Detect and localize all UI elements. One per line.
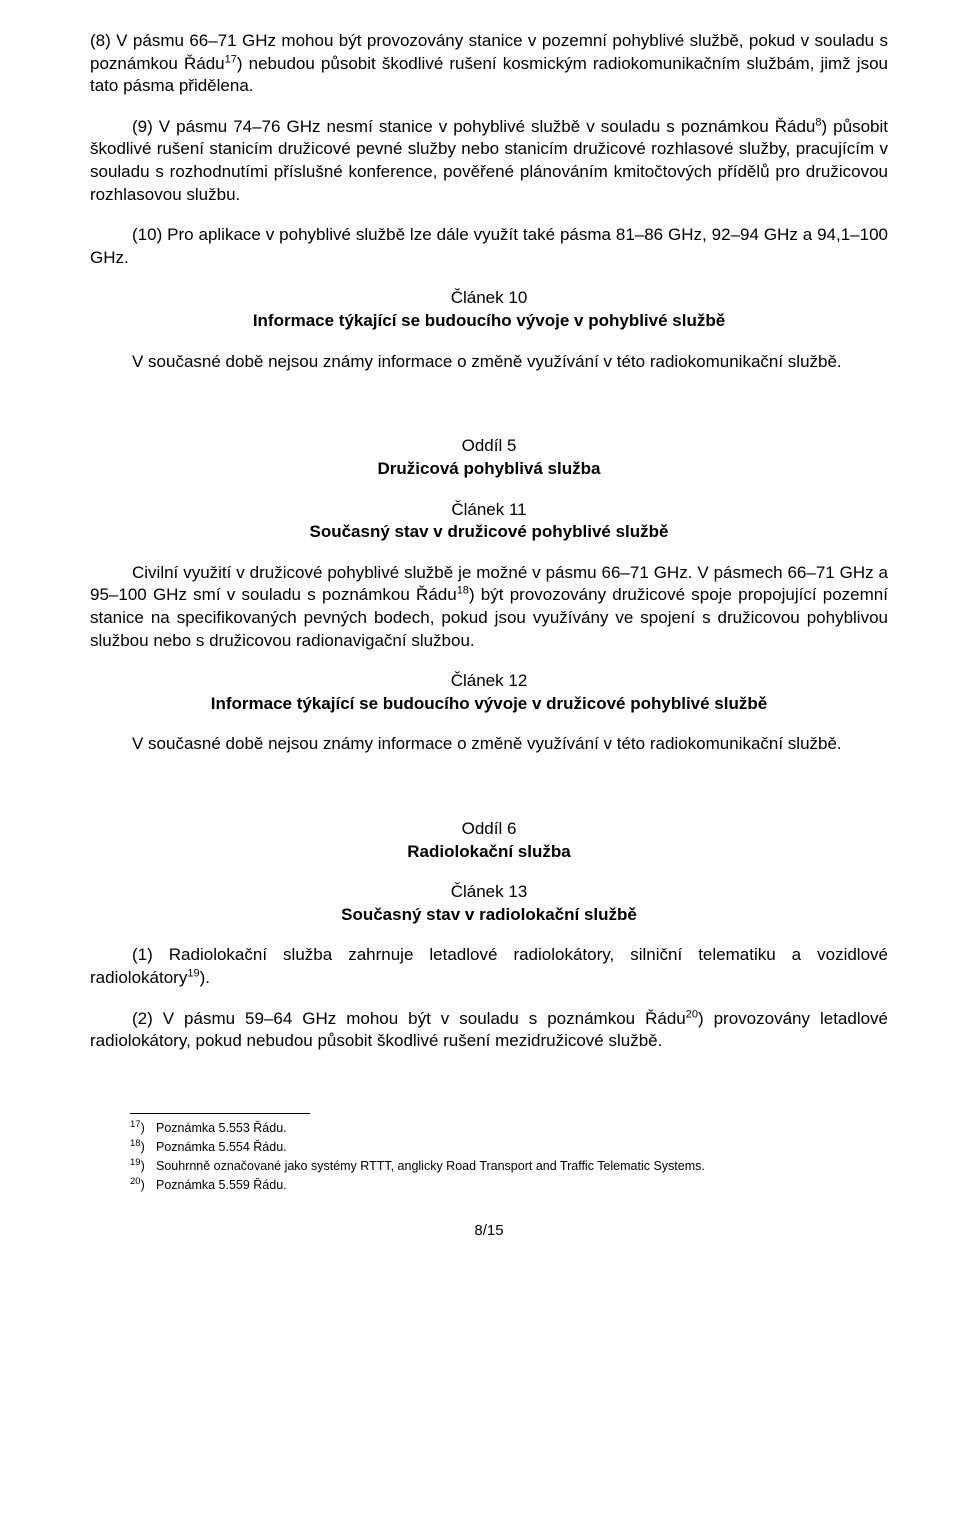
section-5-heading: Oddíl 5 Družicová pohyblivá služba — [90, 435, 888, 480]
article-13-sub: Současný stav v radiolokační službě — [90, 904, 888, 927]
art11-sup: 18 — [457, 585, 469, 597]
page-number: 8/15 — [90, 1221, 888, 1241]
article-13-title: Článek 13 — [90, 881, 888, 904]
footnote-20: 20) Poznámka 5.559 Řádu. — [130, 1177, 888, 1194]
p8-sup: 17 — [225, 53, 237, 65]
section-6-heading: Oddíl 6 Radiolokační služba — [90, 818, 888, 863]
article-10-heading: Článek 10 Informace týkající se budoucíh… — [90, 287, 888, 332]
art13p2-sup: 20 — [686, 1008, 698, 1020]
footnote-19-mark: 19) — [130, 1158, 156, 1175]
section-6-title: Oddíl 6 — [90, 818, 888, 841]
footnote-19: 19) Souhrnně označované jako systémy RTT… — [130, 1158, 888, 1175]
p10-text: (10) Pro aplikace v pohyblivé službě lze… — [90, 225, 888, 267]
section-6-sub: Radiolokační služba — [90, 841, 888, 864]
paragraph-8: (8) V pásmu 66–71 GHz mohou být provozov… — [90, 30, 888, 98]
article-10-title: Článek 10 — [90, 287, 888, 310]
p9-pre: (9) V pásmu 74–76 GHz nesmí stanice v po… — [132, 117, 815, 136]
art13p1-post: ). — [200, 968, 210, 987]
article-11-sub: Současný stav v družicové pohyblivé služ… — [90, 521, 888, 544]
footnote-20-mark: 20) — [130, 1177, 156, 1194]
section-5-sub: Družicová pohyblivá služba — [90, 458, 888, 481]
art12-text: V současné době nejsou známy informace o… — [132, 734, 842, 753]
footnote-17-mark: 17) — [130, 1120, 156, 1137]
section-5-title: Oddíl 5 — [90, 435, 888, 458]
footnote-18: 18) Poznámka 5.554 Řádu. — [130, 1139, 888, 1156]
footnote-19-text: Souhrnně označované jako systémy RTTT, a… — [156, 1158, 705, 1175]
paragraph-10: (10) Pro aplikace v pohyblivé službě lze… — [90, 224, 888, 269]
article-13-heading: Článek 13 Současný stav v radiolokační s… — [90, 881, 888, 926]
article-10-body: V současné době nejsou známy informace o… — [90, 351, 888, 374]
paragraph-9: (9) V pásmu 74–76 GHz nesmí stanice v po… — [90, 116, 888, 206]
article-10-sub: Informace týkající se budoucího vývoje v… — [90, 310, 888, 333]
art10-text: V současné době nejsou známy informace o… — [132, 352, 842, 371]
article-13-p1: (1) Radiolokační služba zahrnuje letadlo… — [90, 944, 888, 989]
footnote-17-text: Poznámka 5.553 Řádu. — [156, 1120, 287, 1137]
footnote-18-text: Poznámka 5.554 Řádu. — [156, 1139, 287, 1156]
article-12-heading: Článek 12 Informace týkající se budoucíh… — [90, 670, 888, 715]
art13p1-sup: 19 — [187, 967, 199, 979]
footnote-17: 17) Poznámka 5.553 Řádu. — [130, 1120, 888, 1137]
article-12-sub: Informace týkající se budoucího vývoje v… — [90, 693, 888, 716]
footnote-separator — [130, 1113, 310, 1114]
article-13-p2: (2) V pásmu 59–64 GHz mohou být v soulad… — [90, 1008, 888, 1053]
article-12-title: Článek 12 — [90, 670, 888, 693]
article-11-heading: Článek 11 Současný stav v družicové pohy… — [90, 499, 888, 544]
article-11-body: Civilní využití v družicové pohyblivé sl… — [90, 562, 888, 652]
article-11-title: Článek 11 — [90, 499, 888, 522]
footnote-20-text: Poznámka 5.559 Řádu. — [156, 1177, 287, 1194]
article-12-body: V současné době nejsou známy informace o… — [90, 733, 888, 756]
footnote-18-mark: 18) — [130, 1139, 156, 1156]
art13p2-pre: (2) V pásmu 59–64 GHz mohou být v soulad… — [132, 1009, 686, 1028]
